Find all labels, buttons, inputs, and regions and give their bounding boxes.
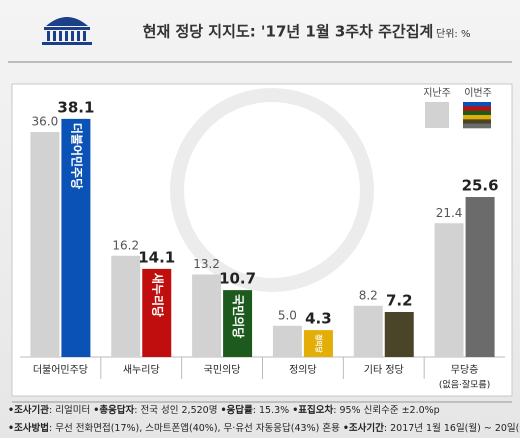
legend-swatch <box>425 102 449 128</box>
data-label: 10.7 <box>219 270 256 288</box>
footer-note: •조사기관: 리얼미터 •총응답자: 전국 성인 2,520명 •응답률: 15… <box>8 404 440 416</box>
bar <box>434 223 464 357</box>
data-label: 8.2 <box>359 288 378 302</box>
logo <box>42 17 92 45</box>
note-label: •조사기관 <box>8 404 49 416</box>
bar-text: 새누리당 <box>150 273 165 317</box>
x-tick-label: 국민의당 <box>204 364 241 376</box>
footer-note: •조사방법: 무선 전화면접(17%), 스마트폰앱(40%), 무·유선 자동… <box>8 422 520 434</box>
note-text: : 전국 성인 2,520명 <box>134 405 220 416</box>
note-text: : 15.3% <box>253 405 292 416</box>
note-label: •응답률 <box>220 404 253 416</box>
note-text: : 95% 신뢰수준 ±2.0%p <box>333 405 439 416</box>
legend-swatch <box>463 110 491 116</box>
note-label: •총응답자 <box>93 404 134 416</box>
bar <box>192 274 222 357</box>
data-label: 25.6 <box>462 177 499 195</box>
x-tick-label: 정의당 <box>289 364 317 376</box>
bar <box>30 132 60 357</box>
bar <box>353 305 383 357</box>
note-text: : 리얼미터 <box>49 405 93 416</box>
legend-swatch <box>463 115 491 120</box>
data-label: 16.2 <box>112 238 139 252</box>
note-label: •표집오차 <box>292 404 333 416</box>
x-tick-label: 새누리당 <box>123 364 160 376</box>
bar <box>61 118 91 357</box>
legend-swatch <box>463 119 491 124</box>
legend-label: 지난주 <box>423 87 451 99</box>
x-tick-label: 기타 정당 <box>364 364 404 376</box>
bar <box>303 330 333 357</box>
bar-text: 더불어민주당 <box>69 123 84 189</box>
data-label: 14.1 <box>138 248 175 266</box>
x-tick-label: 더불어민주당 <box>33 364 88 376</box>
chart-title: 현재 정당 지지도: '17년 1월 3주차 주간집계 <box>143 23 434 41</box>
bar <box>465 197 495 357</box>
legend-label: 이번주 <box>464 87 492 99</box>
data-label: 36.0 <box>32 115 59 129</box>
x-tick-sublabel: (없음·잘모름) <box>439 379 490 391</box>
bar-text: 정의당 <box>314 334 323 353</box>
legend-swatch <box>463 123 491 129</box>
data-label: 21.4 <box>436 206 463 220</box>
data-label: 4.3 <box>305 310 332 328</box>
x-tick-label: 무당층 <box>451 364 479 376</box>
note-text: : 2017년 1월 16일(월) ~ 20일(금) <box>384 422 520 434</box>
bar <box>384 312 414 357</box>
note-label: •조사기간 <box>343 422 384 434</box>
bar <box>111 255 141 357</box>
data-label: 5.0 <box>278 308 297 322</box>
watermark <box>170 88 374 292</box>
data-label: 13.2 <box>193 257 220 271</box>
note-label: •조사방법 <box>8 422 49 434</box>
bar <box>142 268 172 357</box>
bar-text: 국민의당 <box>231 294 246 338</box>
data-label: 7.2 <box>386 292 413 310</box>
legend-swatch <box>463 102 491 107</box>
plot-frame <box>11 83 513 397</box>
bar <box>223 290 253 357</box>
note-text: : 무선 전화면접(17%), 스마트폰앱(40%), 무·유선 자동응답(43… <box>49 422 343 434</box>
legend-swatch <box>463 106 491 111</box>
unit: 단위: % <box>436 27 470 40</box>
data-label: 38.1 <box>57 98 94 116</box>
bar <box>272 325 302 357</box>
